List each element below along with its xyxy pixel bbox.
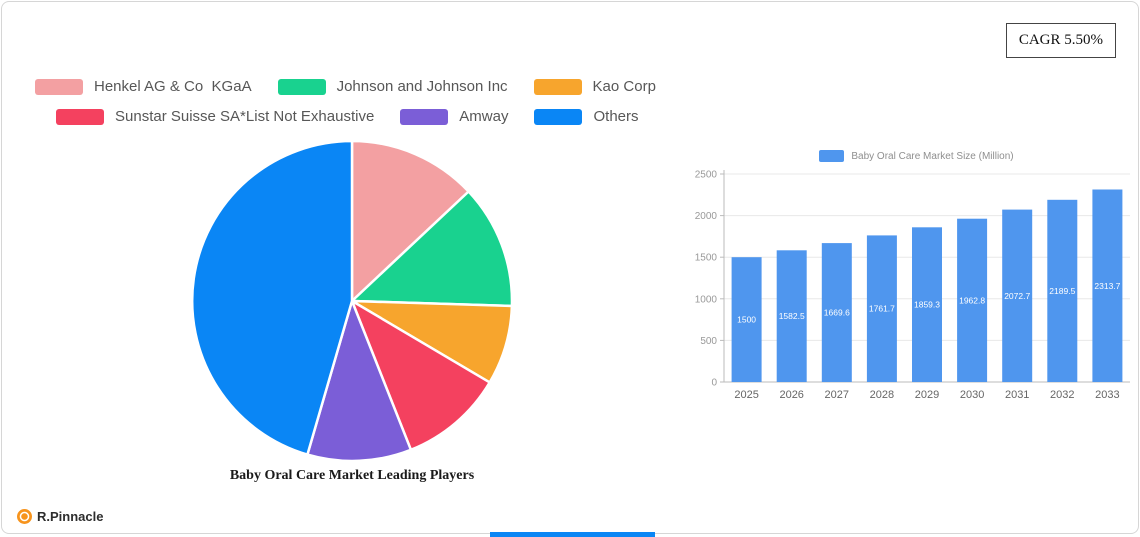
bar-2030[interactable] [957, 218, 988, 382]
pie-legend-row: Henkel AG & Co KGaA Johnson and Johnson I… [35, 78, 656, 95]
bar-value-label: 1669.6 [824, 308, 850, 318]
bar-legend-swatch [819, 150, 845, 162]
legend-item[interactable]: Others [534, 108, 639, 125]
logo: R.Pinnacle [17, 509, 103, 524]
legend-label: Johnson and Johnson Inc [336, 78, 508, 95]
bar-value-label: 2313.7 [1094, 281, 1120, 291]
x-tick-label: 2028 [870, 389, 894, 401]
x-tick-label: 2025 [734, 389, 758, 401]
bar-2033[interactable] [1092, 189, 1123, 383]
pie-slice-4[interactable] [306, 299, 413, 463]
bar-2032[interactable] [1047, 199, 1078, 382]
bar-2028[interactable] [866, 235, 897, 382]
x-tick-label: 2026 [779, 389, 803, 401]
x-tick-label: 2029 [915, 389, 939, 401]
legend-swatch [400, 108, 449, 125]
x-tick-label: 2031 [1005, 389, 1029, 401]
bar-2029[interactable] [912, 227, 942, 382]
legend-label: Sunstar Suisse SA*List Not Exhaustive [115, 108, 375, 125]
pie-legend: Henkel AG & Co KGaA Johnson and Johnson I… [35, 78, 656, 125]
bar-legend[interactable]: Baby Oral Care Market Size (Million) [694, 150, 1139, 162]
y-tick-label: 1000 [695, 294, 718, 305]
y-tick-label: 2500 [695, 170, 718, 181]
pie-title: Baby Oral Care Market Leading Players [229, 468, 475, 483]
bar-value-label: 1761.7 [869, 304, 895, 314]
bar-chart: 0 500 1000 1500 2000 2500 1500 2025 1582.5 2026 16… [695, 170, 1130, 401]
y-tick-label: 0 [711, 378, 717, 389]
logo-icon [17, 509, 32, 524]
x-tick-label: 2027 [825, 389, 849, 401]
bar-2031[interactable] [1002, 209, 1033, 382]
y-tick-label: 500 [700, 336, 717, 347]
bar-value-label: 2189.5 [1049, 286, 1075, 296]
bar-value-label: 1500 [737, 315, 756, 325]
bar-2026[interactable] [776, 250, 807, 382]
bar-value-label: 1582.5 [779, 311, 805, 321]
legend-swatch [534, 108, 583, 125]
legend-label: Amway [459, 108, 509, 125]
bar-value-label: 2072.7 [1004, 291, 1030, 301]
legend-label: Others [593, 108, 639, 125]
logo-text: R.Pinnacle [37, 509, 104, 524]
legend-label: Henkel AG & Co KGaA [94, 78, 252, 95]
legend-item[interactable]: Amway [400, 108, 508, 125]
bar-legend-label: Baby Oral Care Market Size (Million) [851, 150, 1014, 162]
pie-slice-5[interactable] [190, 139, 354, 456]
legend-item[interactable]: Johnson and Johnson Inc [277, 78, 508, 95]
legend-item[interactable]: Kao Corp [533, 78, 656, 95]
legend-swatch [277, 78, 326, 95]
legend-label: Kao Corp [592, 78, 656, 95]
bar-value-label: 1962.8 [959, 295, 985, 305]
cagr-badge: CAGR 5.50% [1005, 23, 1116, 58]
y-tick-label: 2000 [695, 211, 718, 222]
pie-chart [190, 139, 514, 463]
legend-item[interactable]: Henkel AG & Co KGaA [35, 78, 252, 95]
bar-value-label: 1859.3 [914, 300, 940, 310]
legend-swatch [533, 78, 582, 95]
bar-2027[interactable] [821, 243, 852, 382]
bar-2025[interactable] [731, 257, 762, 382]
pie-slice-1[interactable] [350, 190, 514, 308]
pie-slice-0[interactable] [350, 139, 470, 303]
legend-swatch [56, 108, 104, 125]
y-tick-label: 1500 [695, 253, 718, 264]
bar-chart-area: Baby Oral Care Market Size (Million) 0 50… [694, 142, 1139, 417]
pie-slice-3[interactable] [350, 299, 491, 452]
pie-legend-row: Sunstar Suisse SA*List Not Exhaustive Amw… [56, 108, 656, 125]
x-tick-label: 2033 [1095, 389, 1119, 401]
legend-item[interactable]: Sunstar Suisse SA*List Not Exhaustive [56, 108, 374, 125]
legend-swatch [35, 78, 83, 95]
x-tick-label: 2030 [960, 389, 984, 401]
x-tick-label: 2032 [1050, 389, 1074, 401]
